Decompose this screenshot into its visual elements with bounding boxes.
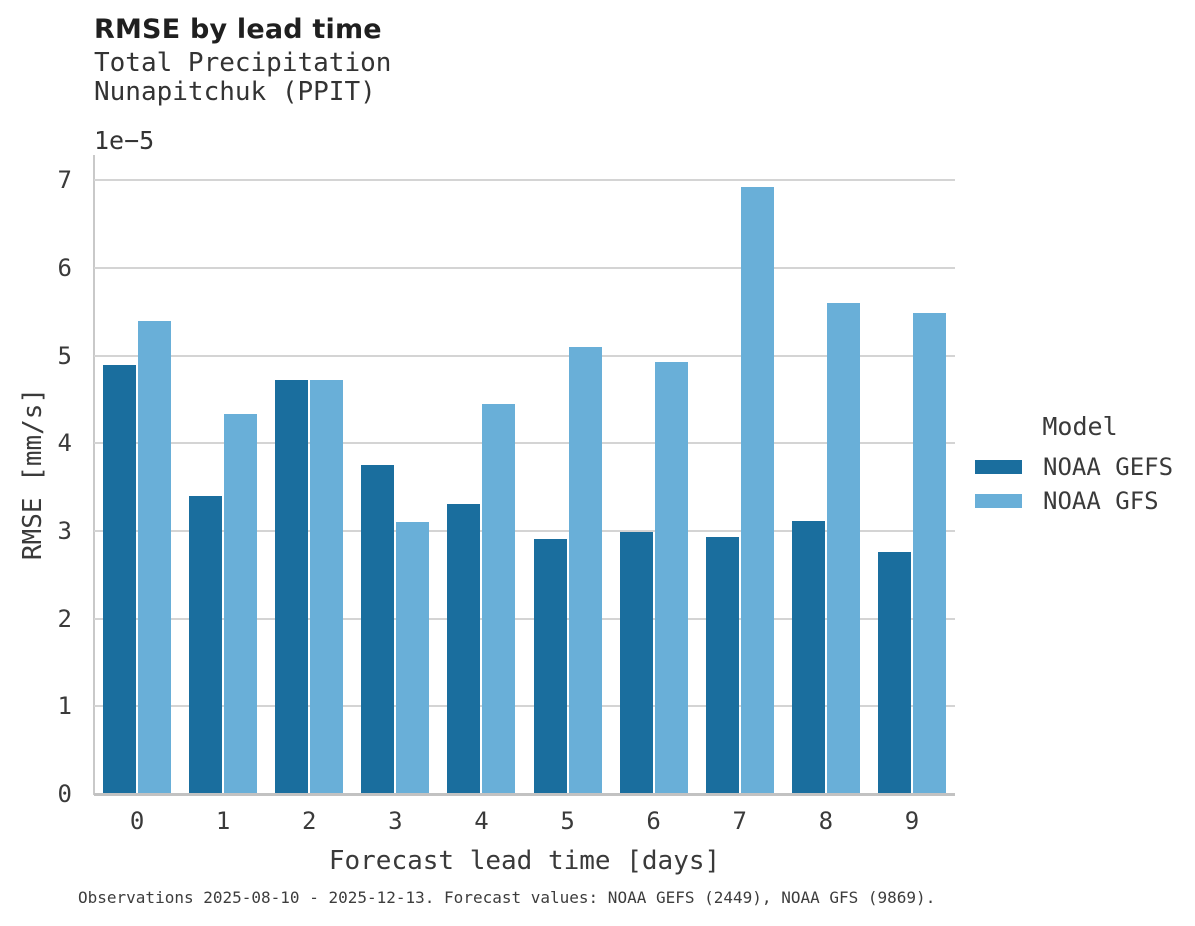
bar-noaa-gefs-lead-1	[189, 495, 223, 794]
bar-noaa-gefs-lead-4	[447, 503, 481, 794]
x-tick-label-9: 9	[904, 807, 920, 835]
bar-noaa-gfs-lead-1	[224, 414, 258, 794]
chart-subtitle-line1: Total Precipitation	[94, 48, 392, 78]
legend-entry-noaa-gefs: NOAA GEFS	[975, 450, 1185, 484]
x-tick-label-3: 3	[388, 807, 403, 835]
x-tick-label-4: 4	[474, 807, 489, 835]
gridline-y-4	[94, 442, 955, 445]
x-tick-label-1: 1	[215, 807, 231, 835]
bar-noaa-gfs-lead-5	[568, 346, 602, 794]
y-axis-offset-label: 1e−5	[94, 126, 155, 155]
gridline-y-3	[94, 530, 955, 533]
bar-noaa-gfs-lead-3	[396, 522, 430, 794]
chart-subtitle-line2: Nunapitchuk (PPIT)	[94, 77, 376, 107]
x-axis-spine	[94, 793, 955, 796]
footer-caption: Observations 2025-08-10 - 2025-12-13. Fo…	[78, 888, 936, 907]
x-tick-label-8: 8	[818, 807, 834, 835]
chart-subtitle: Total Precipitation Nunapitchuk (PPIT)	[94, 49, 391, 107]
bar-noaa-gfs-lead-0	[138, 320, 172, 794]
legend: Model NOAA GEFS NOAA GFS	[975, 412, 1185, 518]
legend-title: Model	[1042, 412, 1118, 441]
bar-noaa-gefs-lead-7	[705, 537, 739, 794]
x-tick-label-7: 7	[732, 807, 747, 835]
y-tick-label-3: 3	[57, 517, 72, 546]
gridline-y-5	[94, 354, 955, 357]
bar-noaa-gfs-lead-6	[654, 361, 688, 794]
bar-noaa-gfs-lead-2	[310, 380, 344, 794]
chart-title: RMSE by lead time	[94, 14, 382, 45]
bar-noaa-gefs-lead-3	[361, 465, 395, 794]
x-tick-label-5: 5	[560, 807, 575, 835]
x-tick-label-6: 6	[646, 807, 661, 835]
bar-noaa-gefs-lead-8	[791, 520, 825, 794]
bar-noaa-gfs-lead-8	[826, 303, 860, 794]
bar-noaa-gefs-lead-5	[533, 538, 567, 794]
gridline-y-7	[94, 179, 955, 182]
y-tick-label-0: 0	[57, 780, 72, 808]
legend-entries: NOAA GEFS NOAA GFS	[975, 450, 1185, 518]
x-tick-label-2: 2	[302, 807, 317, 835]
x-tick-label-0: 0	[129, 807, 145, 835]
bar-noaa-gfs-lead-4	[482, 403, 516, 794]
bar-noaa-gefs-lead-2	[275, 380, 309, 794]
bar-noaa-gefs-lead-0	[103, 364, 137, 794]
legend-label: NOAA GFS	[1043, 487, 1159, 515]
y-tick-label-7: 7	[57, 166, 72, 195]
bar-noaa-gfs-lead-9	[912, 312, 946, 794]
y-tick-label-4: 4	[57, 429, 72, 458]
gridline-y-2	[94, 617, 955, 620]
gridline-y-6	[94, 267, 955, 270]
bar-noaa-gefs-lead-9	[877, 552, 911, 794]
legend-label: NOAA GEFS	[1043, 453, 1174, 481]
plot-area	[94, 155, 955, 794]
legend-swatch	[975, 494, 1022, 508]
bar-noaa-gfs-lead-7	[740, 187, 774, 794]
y-axis-spine	[93, 155, 95, 795]
y-tick-label-6: 6	[57, 254, 72, 283]
bar-noaa-gefs-lead-6	[619, 531, 653, 794]
y-tick-label-5: 5	[57, 341, 72, 370]
gridline-y-1	[94, 705, 955, 708]
x-axis-label: Forecast lead time [days]	[328, 846, 721, 876]
y-tick-label-2: 2	[57, 604, 72, 633]
legend-swatch	[975, 460, 1022, 474]
legend-entry-noaa-gfs: NOAA GFS	[975, 484, 1185, 518]
y-tick-label-1: 1	[57, 692, 72, 721]
